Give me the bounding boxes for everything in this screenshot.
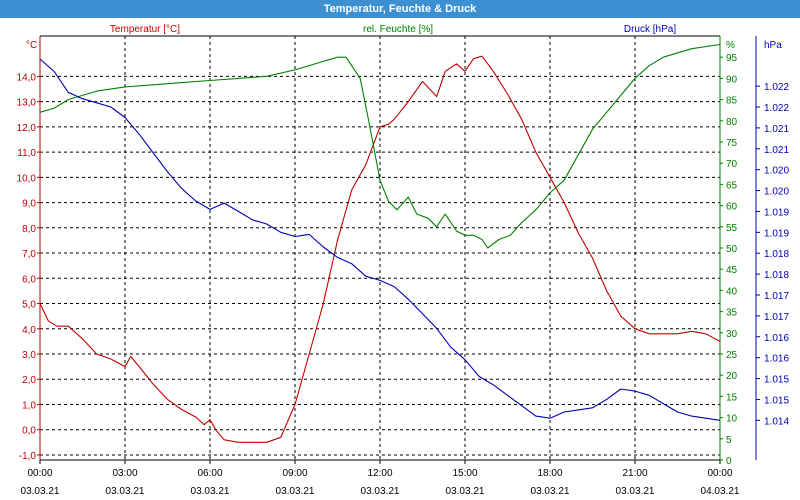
y-left-tick-label: 12,0 [17, 123, 37, 134]
y-left-tick-label: 9,0 [22, 199, 36, 210]
y-left-tick-label: -1,0 [19, 451, 37, 462]
y-right1-tick-label: 20 [726, 371, 738, 382]
y-left-tick-label: 5,0 [22, 300, 36, 311]
x-tick-time: 06:00 [197, 468, 222, 479]
y-right2-tick-label: 1.019 [764, 207, 789, 218]
y-right2-tick-label: 1.018 [764, 249, 789, 260]
series-lines [39, 43, 721, 443]
y-right1-tick-label: 40 [726, 286, 738, 297]
y-right1-tick-label: 35 [726, 308, 738, 319]
x-tick-date: 03.03.21 [531, 486, 570, 497]
y-right2-tick-label: 1.021 [764, 124, 789, 135]
y-right1-tick-label: 10 [726, 414, 738, 425]
x-tick-time: 15:00 [452, 468, 477, 479]
y-right2-tick-label: 1.022 [764, 103, 789, 114]
window-title: Temperatur, Feuchte & Druck [0, 0, 800, 18]
x-tick-date: 03.03.21 [191, 486, 230, 497]
y-right2-tick-label: 1.016 [764, 354, 789, 365]
y-right2-tick-label: 1.020 [764, 187, 789, 198]
y-left-tick-label: 0,0 [22, 426, 36, 437]
y-right2-tick-label: 1.019 [764, 228, 789, 239]
y-left-tick-label: 14,0 [17, 72, 37, 83]
x-tick-date: 03.03.21 [616, 486, 655, 497]
y-right1-tick-label: 5 [726, 435, 732, 446]
y-left-tick-label: 2,0 [22, 375, 36, 386]
y-left-tick-label: 11,0 [17, 148, 36, 159]
plot-frame [37, 35, 760, 464]
x-tick-date: 03.03.21 [21, 486, 60, 497]
y-right2-tick-label: 1.017 [764, 312, 789, 323]
humidity-line [39, 43, 721, 249]
y-right1-tick-label: 95 [726, 53, 738, 64]
y-right2-tick-label: 1.022 [764, 82, 789, 93]
y-left-tick-label: 10,0 [17, 173, 37, 184]
y-right1-tick-label: 70 [726, 159, 738, 170]
y-right2-tick-label: 1.014 [764, 416, 789, 427]
x-tick-date: 03.03.21 [361, 486, 400, 497]
axis-labels: 00:00 03.03.21 03:00 03.03.21 06:00 03.03.21 0… [17, 24, 790, 497]
y-left-tick-label: 8,0 [22, 224, 36, 235]
y-right1-tick-label: 15 [726, 392, 738, 403]
x-tick-date: 03.03.21 [446, 486, 485, 497]
humidity-axis-title: rel. Feuchte [%] [363, 24, 433, 35]
y-right1-tick-label: 65 [726, 180, 738, 191]
y-right1-tick-label: 55 [726, 223, 738, 234]
y-left-tick-label: 13,0 [17, 98, 37, 109]
y-right2-tick-label: 1.018 [764, 270, 789, 281]
x-tick-date: 03.03.21 [106, 486, 145, 497]
y-left-tick-label: 1,0 [22, 400, 36, 411]
y-right1-unit: % [726, 40, 735, 51]
y-right1-tick-label: 90 [726, 74, 738, 85]
temperature-axis-title: Temperatur [°C] [110, 24, 180, 35]
y-left-unit: °C [26, 40, 37, 51]
y-left-tick-label: 7,0 [22, 249, 36, 260]
pressure-line [39, 58, 721, 421]
x-tick-time: 21:00 [622, 468, 647, 479]
x-tick-time: 00:00 [27, 468, 52, 479]
grid-lines [40, 36, 720, 460]
y-left-tick-label: 4,0 [22, 325, 36, 336]
x-tick-time: 03:00 [112, 468, 137, 479]
pressure-axis-title: Druck [hPa] [624, 24, 676, 35]
y-right1-tick-label: 30 [726, 329, 738, 340]
y-left-tick-label: 6,0 [22, 274, 36, 285]
y-right1-tick-label: 0 [726, 456, 732, 467]
y-right2-unit: hPa [764, 40, 782, 51]
x-tick-time: 18:00 [537, 468, 562, 479]
x-tick-time: 09:00 [282, 468, 307, 479]
y-left-tick-label: 3,0 [22, 350, 36, 361]
y-right2-tick-label: 1.020 [764, 166, 789, 177]
x-tick-time: 00:00 [707, 468, 732, 479]
y-right1-tick-label: 50 [726, 244, 738, 255]
y-right1-tick-label: 60 [726, 202, 738, 213]
x-tick-time: 12:00 [367, 468, 392, 479]
y-right1-tick-label: 80 [726, 117, 738, 128]
y-right1-tick-label: 45 [726, 265, 738, 276]
y-right2-tick-label: 1.015 [764, 375, 789, 386]
y-right2-tick-label: 1.017 [764, 291, 789, 302]
y-right1-tick-label: 25 [726, 350, 738, 361]
y-right1-tick-label: 85 [726, 96, 738, 107]
y-right1-tick-label: 75 [726, 138, 738, 149]
x-tick-date: 04.03.21 [701, 486, 740, 497]
y-right2-tick-label: 1.016 [764, 333, 789, 344]
chart-canvas: 00:00 03.03.21 03:00 03.03.21 06:00 03.03.21 0… [17, 24, 790, 497]
y-right2-tick-label: 1.015 [764, 395, 789, 406]
x-tick-date: 03.03.21 [276, 486, 315, 497]
y-right2-tick-label: 1.021 [764, 145, 789, 156]
